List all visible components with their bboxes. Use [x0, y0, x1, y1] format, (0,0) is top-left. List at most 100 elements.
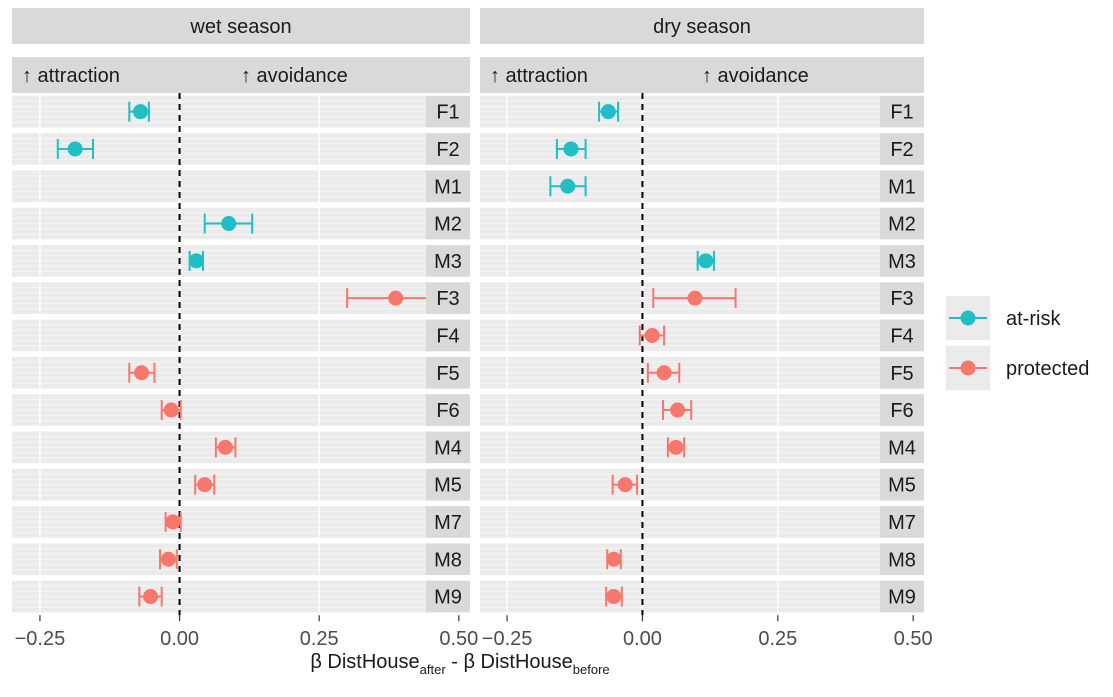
protected-m8-dry-point — [606, 551, 622, 567]
row-label-m5-dry: M5 — [888, 475, 916, 497]
x-axis-title-sub-after: after — [420, 662, 447, 677]
row-label-box-dry — [880, 245, 924, 277]
row-label-m7-dry: M7 — [888, 512, 916, 534]
avoidance-label-dry: ↑ avoidance — [702, 65, 809, 87]
row-label-box-dry — [880, 431, 924, 464]
row-label-f3-dry: F3 — [890, 288, 913, 310]
protected-m5-dry-point — [617, 477, 633, 493]
row-label-m1-wet: M1 — [434, 176, 462, 198]
row-label-box-wet — [426, 468, 470, 501]
chart-marks — [56, 101, 737, 607]
row-label-m1-dry: M1 — [888, 176, 916, 198]
row-label-box-wet — [426, 207, 470, 240]
legend-key-point-protected — [960, 360, 976, 376]
row-label-f6-dry: F6 — [890, 400, 913, 422]
row-label-box-wet — [426, 580, 470, 613]
row-label-box-wet — [426, 319, 470, 352]
x-axis-title-sub-before: before — [573, 662, 610, 677]
row-label-box-wet — [426, 394, 470, 426]
row-label-box-wet — [426, 543, 470, 576]
row-label-m9-dry: M9 — [888, 587, 916, 609]
protected-m9-wet-point — [143, 589, 159, 605]
x-tick-label-dry: 0.25 — [758, 628, 797, 650]
row-label-box-dry — [880, 394, 924, 426]
row-label-f2-wet: F2 — [436, 139, 459, 161]
row-label-m3-wet: M3 — [434, 251, 462, 273]
at-risk-f1-wet-point — [132, 104, 148, 120]
x-axis-title-main: β DistHouse — [310, 651, 419, 673]
row-label-m7-wet: M7 — [434, 512, 462, 534]
protected-m8-wet-point — [160, 551, 176, 567]
legend-label-protected: protected — [1006, 358, 1089, 380]
at-risk-m3-dry-point — [698, 253, 714, 269]
protected-f5-dry-point — [656, 365, 672, 381]
x-tick-label-dry: 0.00 — [623, 628, 662, 650]
row-label-f2-dry: F2 — [890, 139, 913, 161]
avoidance-label-wet: ↑ avoidance — [241, 65, 348, 87]
x-tick-label-wet: 0.25 — [300, 628, 339, 650]
row-label-m5-wet: M5 — [434, 475, 462, 497]
row-label-box-dry — [880, 170, 924, 203]
row-label-box-dry — [880, 580, 924, 613]
row-labels: F1 F2 M1 M2 M3 F3 F4 F5 F6 M4 M5 M7 M8 M9 F1 F2 M1 M2 M3 F3… — [426, 95, 924, 613]
facet-title-wet: wet season — [189, 16, 291, 38]
row-label-box-dry — [880, 133, 924, 165]
at-risk-m3-wet-point — [188, 253, 204, 269]
at-risk-m1-dry-point — [560, 178, 576, 194]
row-label-m8-dry: M8 — [888, 549, 916, 571]
row-label-m2-dry: M2 — [888, 214, 916, 236]
protected-f5-wet-point — [134, 365, 150, 381]
facet-title-dry: dry season — [653, 16, 751, 38]
row-label-f5-wet: F5 — [436, 363, 459, 385]
row-label-box-wet — [426, 95, 470, 128]
at-risk-f2-wet-point — [67, 141, 83, 157]
row-label-box-dry — [880, 95, 924, 128]
row-label-m3-dry: M3 — [888, 251, 916, 273]
row-label-f4-wet: F4 — [436, 325, 459, 347]
facet-strip-wet — [12, 8, 470, 44]
x-tick-label-dry: 0.50 — [894, 628, 933, 650]
row-label-m2-wet: M2 — [434, 214, 462, 236]
facet-strip-dry — [480, 8, 924, 44]
row-label-box-dry — [880, 207, 924, 240]
protected-f6-wet-point — [163, 402, 179, 418]
row-label-box-dry — [880, 282, 924, 314]
legend-key-point-at-risk — [960, 310, 976, 326]
x-tick-label-wet: 0.00 — [160, 628, 199, 650]
x-axis: −0.25 0.00 0.25 0.50 −0.25 0.00 0.25 0.50 — [15, 615, 933, 650]
row-label-f1-wet: F1 — [436, 102, 459, 124]
row-label-m4-dry: M4 — [888, 437, 916, 459]
row-label-m8-wet: M8 — [434, 549, 462, 571]
row-label-f5-dry: F5 — [890, 363, 913, 385]
row-label-box-wet — [426, 356, 470, 389]
row-label-box-wet — [426, 506, 470, 538]
row-label-box-dry — [880, 506, 924, 538]
row-label-box-dry — [880, 356, 924, 389]
x-tick-label-wet: 0.50 — [439, 628, 478, 650]
subheader-strip-wet — [12, 57, 470, 93]
protected-m4-wet-point — [217, 439, 233, 455]
row-label-box-wet — [426, 431, 470, 464]
x-axis-title-mid: - β DistHouse — [446, 651, 573, 673]
at-risk-f2-dry-point — [563, 141, 579, 157]
row-label-m4-wet: M4 — [434, 437, 462, 459]
protected-m5-wet-point — [197, 477, 213, 493]
row-label-m9-wet: M9 — [434, 587, 462, 609]
subheader-strip-dry — [480, 57, 924, 93]
row-label-box-dry — [880, 468, 924, 501]
x-tick-label-wet: −0.25 — [15, 628, 66, 650]
legend: at-risk protected — [946, 296, 1089, 390]
protected-f3-dry-point — [687, 290, 703, 306]
attraction-label-dry: ↑ attraction — [490, 65, 588, 87]
at-risk-m2-wet-point — [221, 216, 237, 232]
row-label-box-wet — [426, 170, 470, 203]
x-axis-title: β DistHouseafter - β DistHousebefore — [310, 651, 609, 677]
row-label-box-dry — [880, 543, 924, 576]
protected-f6-dry-point — [670, 402, 686, 418]
protected-f3-wet-point — [388, 290, 404, 306]
facet-strips: wet season ↑ attraction ↑ avoidance dry sea… — [12, 8, 924, 93]
row-label-box-wet — [426, 282, 470, 314]
x-tick-label-dry: −0.25 — [482, 628, 533, 650]
legend-label-at-risk: at-risk — [1006, 308, 1061, 330]
